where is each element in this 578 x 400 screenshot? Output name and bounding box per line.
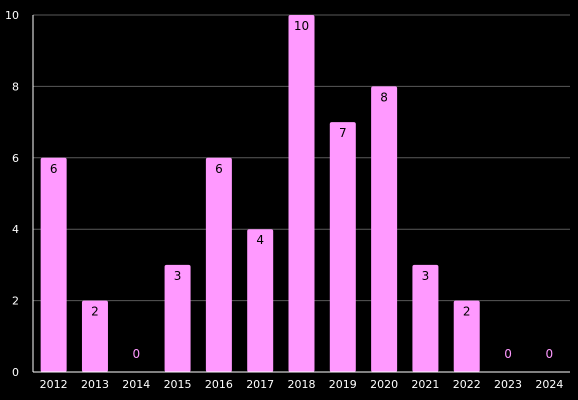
bar-2013 xyxy=(81,300,108,372)
x-tick-label: 2016 xyxy=(205,378,233,391)
x-tick-label: 2014 xyxy=(122,378,150,391)
bar-2017 xyxy=(247,229,274,372)
bar-2020 xyxy=(371,86,398,373)
x-tick-label: 2023 xyxy=(494,378,522,391)
x-tick-label: 2019 xyxy=(329,378,357,391)
x-tick-label: 2024 xyxy=(535,378,563,391)
data-label-2017: 4 xyxy=(256,233,264,247)
x-tick-label: 2015 xyxy=(164,378,192,391)
bar-2012 xyxy=(40,157,67,372)
bar-2015 xyxy=(164,264,191,372)
bar-2018 xyxy=(288,15,315,372)
data-label-2021: 3 xyxy=(422,269,430,283)
data-label-2024: 0 xyxy=(546,347,554,361)
data-label-2020: 8 xyxy=(380,90,388,104)
y-tick-label: 10 xyxy=(5,9,19,22)
data-label-2013: 2 xyxy=(91,305,99,319)
data-label-2018: 10 xyxy=(294,19,309,33)
data-label-2019: 7 xyxy=(339,126,347,140)
data-label-2016: 6 xyxy=(215,162,223,176)
y-tick-label: 0 xyxy=(12,366,19,379)
x-tick-label: 2022 xyxy=(453,378,481,391)
y-tick-label: 6 xyxy=(12,152,19,165)
y-tick-label: 4 xyxy=(12,223,19,236)
axes: 0 2 4 6 8 10 2012 2013 2014 2015 2016 2017 2018 2019 2… xyxy=(5,9,570,391)
x-tick-label: 2021 xyxy=(411,378,439,391)
x-tick-label: 2020 xyxy=(370,378,398,391)
data-label-2012: 6 xyxy=(50,162,58,176)
x-tick-label: 2017 xyxy=(246,378,274,391)
bar-2022 xyxy=(453,300,480,372)
data-label-2014: 0 xyxy=(132,347,140,361)
data-label-2022: 2 xyxy=(463,305,471,319)
x-tick-label: 2012 xyxy=(40,378,68,391)
bar-2021 xyxy=(412,264,439,372)
x-tick-label: 2018 xyxy=(288,378,316,391)
bars: 6 2 0 3 6 4 10 7 8 3 2 0 0 xyxy=(40,15,554,373)
x-tick-label: 2013 xyxy=(81,378,109,391)
bar-2016 xyxy=(205,157,232,372)
data-label-2015: 3 xyxy=(174,269,182,283)
y-tick-label: 2 xyxy=(12,295,19,308)
bar-2019 xyxy=(329,122,356,372)
y-tick-label: 8 xyxy=(12,80,19,93)
data-label-2023: 0 xyxy=(504,347,512,361)
